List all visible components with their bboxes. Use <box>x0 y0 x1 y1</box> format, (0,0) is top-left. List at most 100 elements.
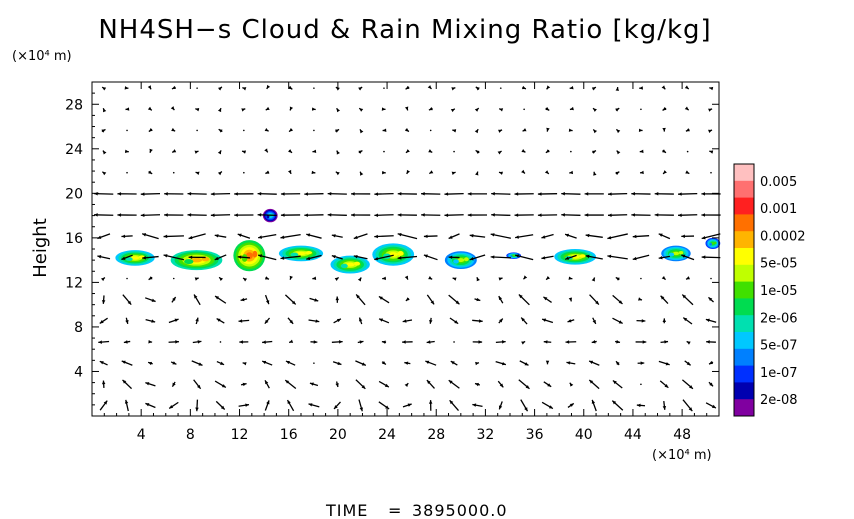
wind-arrow <box>421 192 441 196</box>
arrow-head <box>217 150 222 155</box>
arrow-head <box>94 213 98 217</box>
cloud-blob <box>444 251 477 270</box>
colorbar-label: 1e-07 <box>760 366 798 381</box>
arrow-head <box>683 317 688 322</box>
wind-arrow <box>284 294 297 305</box>
arrow-head <box>524 362 529 366</box>
wind-arrow <box>101 128 106 133</box>
wind-arrow <box>701 233 721 240</box>
arrow-head <box>607 192 612 196</box>
arrow-head <box>615 87 620 91</box>
wind-arrow <box>218 276 223 282</box>
wind-arrow <box>404 128 410 133</box>
arrow-head <box>688 407 693 412</box>
arrow-head <box>616 340 621 344</box>
arrow-head <box>289 275 293 280</box>
wind-arrow <box>214 254 227 261</box>
wind-arrow <box>216 360 225 366</box>
wind-arrow <box>636 319 646 323</box>
colorbar-label: 1e-05 <box>760 284 798 299</box>
cloud-blob <box>233 240 266 272</box>
arrow-head <box>336 318 341 323</box>
wind-arrow <box>681 254 695 261</box>
arrow-head <box>216 318 221 322</box>
wind-arrow <box>257 191 277 196</box>
arrow-head <box>124 86 129 90</box>
arrow-head <box>121 256 126 260</box>
arrow-head <box>654 192 659 196</box>
arrow-head <box>639 86 643 90</box>
wind-arrow <box>264 276 270 280</box>
arrow-head <box>607 254 612 259</box>
wind-arrow <box>240 297 248 302</box>
wind-arrow <box>309 297 319 302</box>
wind-arrow <box>99 317 108 324</box>
arrow-head <box>237 233 242 237</box>
wind-arrow <box>195 108 200 112</box>
arrow-head <box>661 85 666 90</box>
wind-arrow <box>333 401 341 410</box>
wind-arrow <box>168 401 179 410</box>
wind-arrow <box>382 170 386 175</box>
arrow-head <box>545 360 550 365</box>
x-tick-label: 44 <box>624 427 642 443</box>
wind-arrow <box>428 276 433 280</box>
wind-arrow <box>584 213 604 217</box>
wind-arrow <box>521 340 526 345</box>
wind-arrow <box>170 361 177 365</box>
arrow-head <box>662 149 666 153</box>
arrow-head <box>374 256 379 261</box>
arrow-head <box>537 192 542 196</box>
colorbar-swatch <box>734 332 754 350</box>
arrow-head <box>498 277 503 281</box>
wind-arrow <box>537 213 558 217</box>
arrow-head <box>335 171 340 176</box>
arrow-head <box>444 192 449 196</box>
arrow-head <box>475 86 480 91</box>
arrow-head <box>197 340 202 344</box>
cloud-contour <box>190 257 203 263</box>
wind-arrow <box>426 340 435 344</box>
arrow-head <box>430 300 435 305</box>
arrow-head <box>148 128 153 132</box>
arrow-head <box>584 192 589 196</box>
y-tick-label: 28 <box>65 97 83 113</box>
arrow-head <box>701 213 706 217</box>
arrow-head <box>242 382 247 387</box>
wind-arrow <box>397 255 418 260</box>
arrow-head <box>541 235 546 239</box>
vector-dot <box>453 150 455 153</box>
arrow-head <box>499 318 503 323</box>
cloud-blob <box>705 237 721 249</box>
wind-arrow <box>427 85 432 90</box>
arrow-head <box>172 361 177 365</box>
wind-arrow <box>280 233 301 239</box>
wind-arrow <box>358 149 363 154</box>
wind-arrow <box>99 360 108 366</box>
vector-dot <box>219 341 222 343</box>
arrow-head <box>142 256 146 260</box>
arrow-head <box>378 296 383 300</box>
arrow-head <box>451 171 456 175</box>
arrow-head <box>151 298 156 302</box>
arrow-head <box>351 213 355 217</box>
arrow-head <box>148 361 153 366</box>
arrow-head <box>98 340 103 344</box>
wind-vector-field <box>94 84 721 412</box>
wind-arrow <box>117 192 137 196</box>
arrow-head <box>565 256 570 260</box>
wind-arrow <box>428 170 434 175</box>
arrow-head <box>171 127 176 132</box>
y-tick-label: 20 <box>65 186 83 202</box>
arrow-head <box>525 385 530 389</box>
arrow-head <box>561 191 565 196</box>
wind-arrow <box>195 399 199 412</box>
arrow-head <box>218 129 223 133</box>
arrow-head <box>117 192 122 196</box>
wind-arrow <box>522 275 528 280</box>
wind-arrow <box>397 192 417 196</box>
wind-arrow <box>382 128 387 132</box>
arrow-head <box>421 192 425 196</box>
wind-arrow <box>382 276 386 281</box>
wind-arrow <box>475 149 480 154</box>
